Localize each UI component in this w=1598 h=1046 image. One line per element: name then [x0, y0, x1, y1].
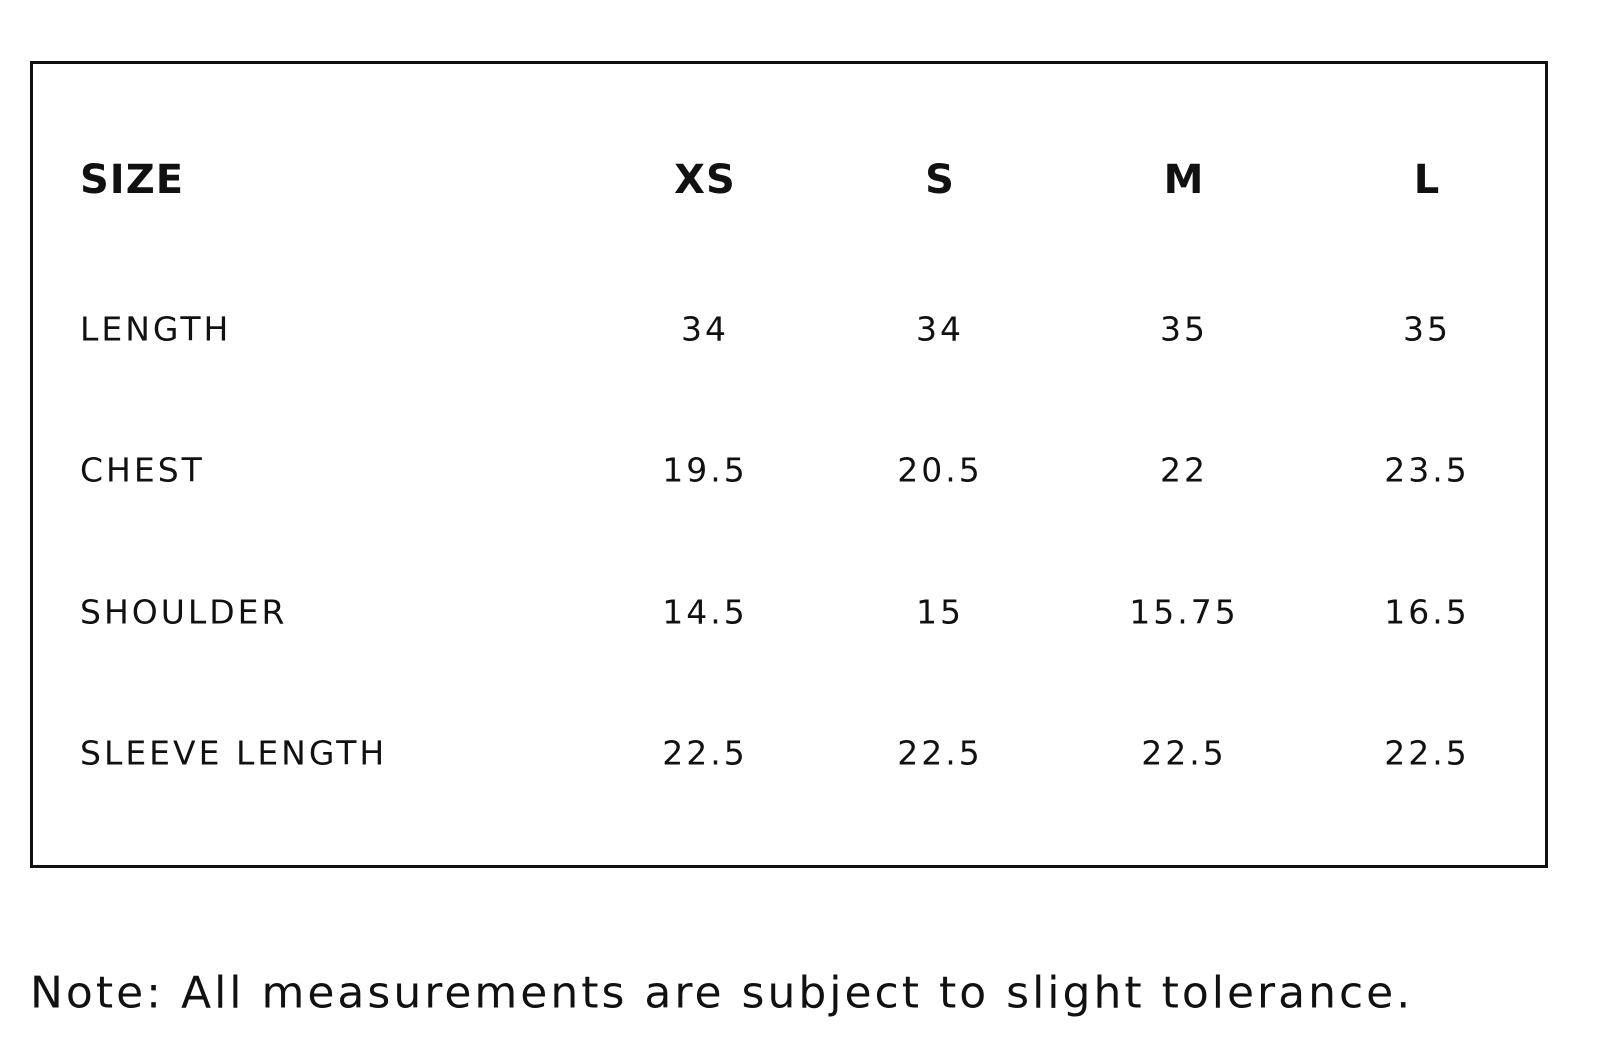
header-size-1: XS [674, 157, 736, 203]
header-size-label: SIZE [80, 157, 185, 203]
header-size-3: M [1163, 157, 1205, 203]
table-cell: 22.5 [1141, 733, 1227, 773]
row-label: CHEST [80, 450, 205, 490]
table-cell: 22 [1160, 450, 1208, 490]
table-cell: 15 [916, 592, 964, 632]
tolerance-note: Note: All measurements are subject to sl… [30, 967, 1414, 1019]
row-label: LENGTH [80, 309, 232, 349]
table-cell: 34 [681, 309, 729, 349]
table-cell: 14.5 [662, 592, 748, 632]
table-cell: 20.5 [897, 450, 983, 490]
table-cell: 35 [1160, 309, 1208, 349]
size-chart-table [30, 61, 1548, 868]
table-cell: 22.5 [1384, 733, 1470, 773]
table-cell: 16.5 [1384, 592, 1470, 632]
header-size-2: S [925, 157, 955, 203]
table-cell: 35 [1403, 309, 1451, 349]
row-label: SLEEVE LENGTH [80, 733, 388, 773]
table-cell: 34 [916, 309, 964, 349]
header-size-4: L [1413, 157, 1441, 203]
table-cell: 15.75 [1129, 592, 1239, 632]
table-cell: 22.5 [662, 733, 748, 773]
table-cell: 23.5 [1384, 450, 1470, 490]
table-cell: 19.5 [662, 450, 748, 490]
row-label: SHOULDER [80, 592, 288, 632]
table-cell: 22.5 [897, 733, 983, 773]
